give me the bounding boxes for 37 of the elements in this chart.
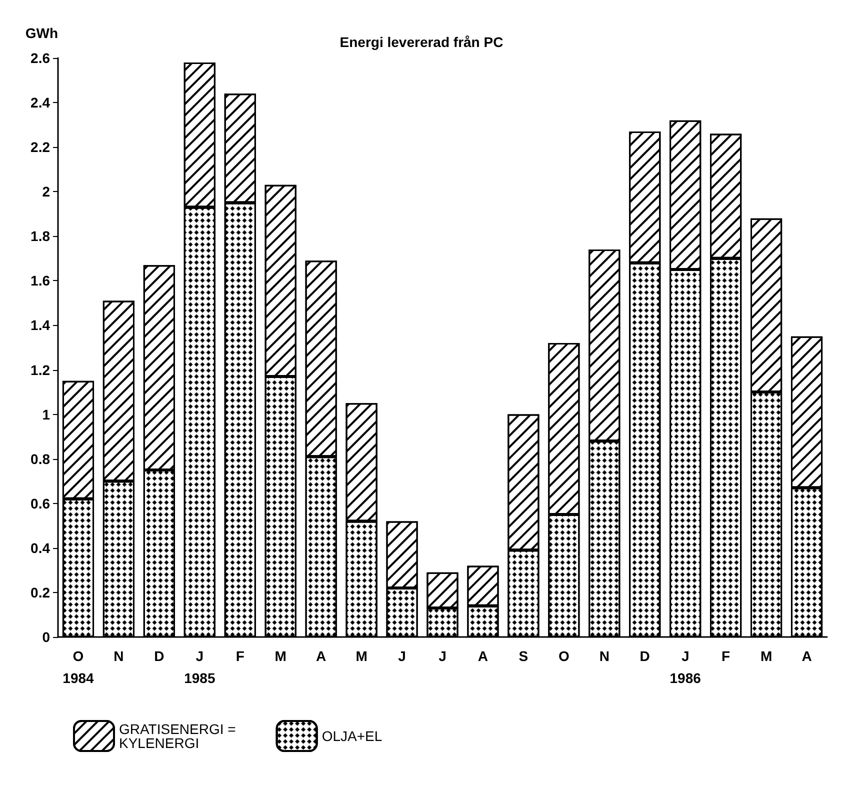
x-tick-label: M — [274, 648, 286, 664]
y-tick-label: 1 — [42, 406, 50, 422]
y-tick-label: 2.6 — [30, 50, 50, 66]
y-tick-label: 1.4 — [30, 317, 50, 334]
x-tick-label: A — [802, 648, 812, 664]
y-tick-label: 0.4 — [30, 540, 50, 556]
x-tick-label: A — [478, 648, 488, 664]
y-tick-label: 0.8 — [30, 450, 50, 467]
x-tick-label: M — [760, 648, 772, 664]
x-tick-label: N — [599, 648, 610, 664]
x-tick-label: F — [722, 648, 731, 664]
chart-title: Energi levererad från PC — [340, 34, 504, 50]
x-tick-label: J — [398, 648, 406, 664]
x-tick-label: J 1985 — [184, 648, 216, 686]
y-tick-label: 1.2 — [30, 362, 50, 378]
x-tick-label: J 1986 — [670, 648, 702, 686]
y-tick-label: 1.6 — [30, 272, 50, 289]
y-tick-label: 0.2 — [30, 584, 50, 600]
x-tick-label: D — [154, 648, 164, 664]
y-tick-label: 0 — [42, 629, 50, 645]
y-tick-label: 2.2 — [30, 139, 50, 156]
y-tick-label: 0.6 — [30, 495, 50, 512]
y-tick-label: 2 — [42, 184, 50, 200]
x-tick-label: J — [438, 648, 446, 664]
x-tick-label: O — [558, 648, 570, 664]
x-tick-label: S — [518, 648, 528, 664]
x-tick-label: N — [114, 648, 124, 664]
legend-label: GRATISENERGI = KYLENERGI — [119, 721, 236, 751]
y-tick-label: 1.8 — [30, 228, 50, 244]
x-tick-label: D — [640, 648, 650, 664]
y-tick-label: 2.4 — [30, 94, 50, 111]
x-tick-label: O 1984 — [62, 648, 94, 686]
legend-label: OLJA+EL — [322, 728, 382, 744]
x-tick-label: A — [316, 648, 326, 664]
y-axis-title: GWh — [25, 25, 58, 41]
x-tick-label: M — [356, 648, 368, 664]
x-tick-label: F — [236, 648, 245, 664]
